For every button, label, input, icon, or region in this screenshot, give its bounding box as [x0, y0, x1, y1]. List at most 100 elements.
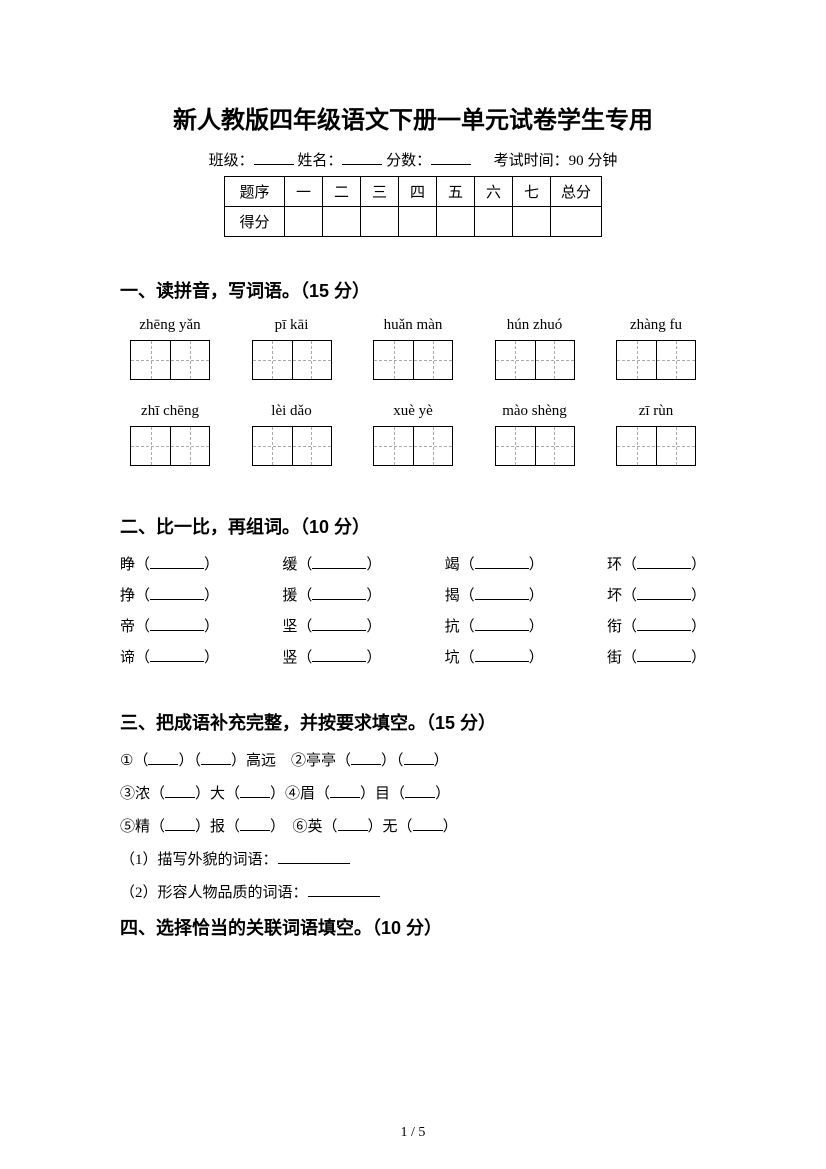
compare-item: 帝（）	[120, 615, 219, 636]
word-blank[interactable]	[475, 556, 529, 570]
score-cell[interactable]	[284, 207, 322, 237]
word-blank[interactable]	[150, 618, 204, 632]
name-label-field: 姓名：	[297, 149, 342, 170]
char-grid[interactable]	[616, 426, 696, 466]
idiom-blank[interactable]	[240, 785, 270, 799]
score-table: 题序 一 二 三 四 五 六 七 总分 得分	[224, 176, 602, 237]
idiom-line: ⑤精（）报（） ⑥英（）无（）	[120, 815, 706, 836]
th-col: 一	[284, 177, 322, 207]
word-blank[interactable]	[475, 618, 529, 632]
char-grid[interactable]	[495, 340, 575, 380]
word-blank[interactable]	[312, 649, 366, 663]
score-cell[interactable]	[398, 207, 436, 237]
idiom-blank[interactable]	[413, 818, 443, 832]
word-blank[interactable]	[150, 587, 204, 601]
info-line: 班级： 姓名： 分数： 考试时间：90 分钟	[120, 149, 706, 170]
word-blank[interactable]	[475, 587, 529, 601]
th-col: 三	[360, 177, 398, 207]
idiom-blank[interactable]	[404, 752, 434, 766]
answer-blank[interactable]	[278, 851, 350, 865]
th-col: 五	[436, 177, 474, 207]
pinyin-label: zhàng fu	[606, 317, 706, 334]
th-col: 二	[322, 177, 360, 207]
compare-row: 谛（）竖（）坑（）街（）	[120, 646, 706, 667]
word-blank[interactable]	[637, 649, 691, 663]
section-3-heading: 三、把成语补充完整，并按要求填空。（15 分）	[120, 709, 706, 735]
section-4-heading: 四、选择恰当的关联词语填空。（10 分）	[120, 914, 706, 940]
th-col: 六	[474, 177, 512, 207]
char-grid[interactable]	[130, 426, 210, 466]
answer-blank[interactable]	[308, 884, 380, 898]
word-blank[interactable]	[637, 556, 691, 570]
page-number: 1 / 5	[0, 1125, 826, 1141]
compare-item: 竖（）	[282, 646, 381, 667]
word-blank[interactable]	[150, 649, 204, 663]
compare-item: 缓（）	[282, 553, 381, 574]
class-label: 班级：	[209, 149, 254, 170]
idiom-blank[interactable]	[405, 785, 435, 799]
idiom-q1: （1）描写外貌的词语：	[120, 848, 706, 869]
word-blank[interactable]	[150, 556, 204, 570]
compare-row: 帝（）坚（）抗（）衔（）	[120, 615, 706, 636]
pinyin-label: lèi dǎo	[242, 403, 342, 420]
compare-item: 坑（）	[445, 646, 544, 667]
compare-item: 竭（）	[445, 553, 544, 574]
word-blank[interactable]	[312, 587, 366, 601]
word-blank[interactable]	[312, 618, 366, 632]
row-label: 得分	[224, 207, 284, 237]
word-blank[interactable]	[637, 618, 691, 632]
idiom-blank[interactable]	[165, 785, 195, 799]
class-blank[interactable]	[254, 150, 294, 165]
idiom-blank[interactable]	[338, 818, 368, 832]
th-col: 总分	[550, 177, 601, 207]
idiom-blank[interactable]	[165, 818, 195, 832]
section-2-heading: 二、比一比，再组词。（10 分）	[120, 513, 706, 539]
word-blank[interactable]	[312, 556, 366, 570]
compare-item: 坚（）	[282, 615, 381, 636]
th-label: 题序	[224, 177, 284, 207]
score-cell[interactable]	[512, 207, 550, 237]
compare-row: 睁（）缓（）竭（）环（）	[120, 553, 706, 574]
score-cell[interactable]	[550, 207, 601, 237]
compare-row: 挣（）援（）揭（）坏（）	[120, 584, 706, 605]
th-col: 七	[512, 177, 550, 207]
char-grid[interactable]	[130, 340, 210, 380]
pinyin-label: pī kāi	[242, 317, 342, 334]
compare-container: 睁（）缓（）竭（）环（）挣（）援（）揭（）坏（）帝（）坚（）抗（）衔（）谛（）竖…	[120, 553, 706, 667]
word-blank[interactable]	[475, 649, 529, 663]
score-cell[interactable]	[322, 207, 360, 237]
pinyin-label: mào shèng	[485, 403, 585, 420]
score-cell[interactable]	[436, 207, 474, 237]
idiom-line: ①（）（）高远 ②亭亭（）（）	[120, 749, 706, 770]
idiom-blank[interactable]	[330, 785, 360, 799]
char-grid[interactable]	[495, 426, 575, 466]
pinyin-block-2: zhī chēng lèi dǎo xuè yè mào shèng zī rù…	[120, 403, 706, 471]
char-grid[interactable]	[373, 426, 453, 466]
pinyin-label: xuè yè	[363, 403, 463, 420]
compare-item: 挣（）	[120, 584, 219, 605]
compare-item: 抗（）	[445, 615, 544, 636]
score-blank[interactable]	[431, 150, 471, 165]
name-blank[interactable]	[342, 150, 382, 165]
score-cell[interactable]	[360, 207, 398, 237]
word-blank[interactable]	[637, 587, 691, 601]
compare-item: 环（）	[607, 553, 706, 574]
char-grid[interactable]	[252, 426, 332, 466]
score-cell[interactable]	[474, 207, 512, 237]
pinyin-label: zī rùn	[606, 403, 706, 420]
idiom-blank[interactable]	[351, 752, 381, 766]
pinyin-label: zhēng yǎn	[120, 317, 220, 334]
idiom-q2: （2）形容人物品质的词语：	[120, 881, 706, 902]
compare-item: 坏（）	[607, 584, 706, 605]
char-grid[interactable]	[616, 340, 696, 380]
pinyin-block-1: zhēng yǎn pī kāi huǎn màn hún zhuó zhàng…	[120, 317, 706, 385]
char-grid[interactable]	[252, 340, 332, 380]
idiom-blank[interactable]	[240, 818, 270, 832]
idiom-blank[interactable]	[148, 752, 178, 766]
idiom-blank[interactable]	[201, 752, 231, 766]
compare-item: 援（）	[282, 584, 381, 605]
table-row: 得分	[224, 207, 601, 237]
char-grid[interactable]	[373, 340, 453, 380]
compare-item: 谛（）	[120, 646, 219, 667]
page-title: 新人教版四年级语文下册一单元试卷学生专用	[120, 100, 706, 135]
